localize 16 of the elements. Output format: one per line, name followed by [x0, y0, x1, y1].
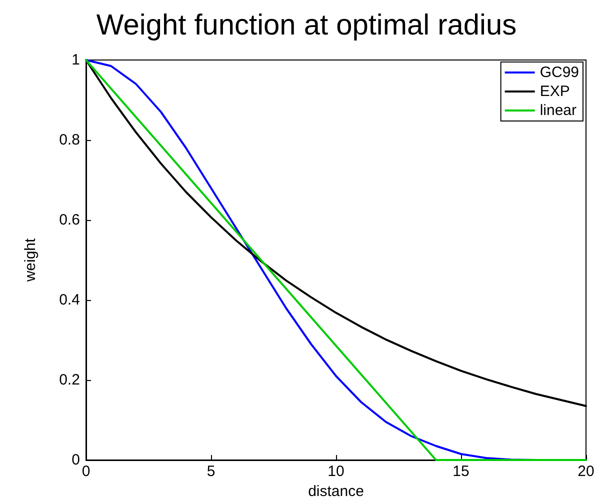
y-tick-label: 0.2: [59, 372, 80, 388]
x-tick-label: 5: [206, 463, 216, 480]
x-axis-title: distance: [308, 482, 364, 500]
y-tick-label: 0: [72, 452, 80, 468]
y-tick-label: 1: [72, 52, 80, 68]
legend-label: GC99: [540, 64, 580, 81]
y-tick-label: 0.6: [59, 212, 80, 228]
chart-title: Weight function at optimal radius: [96, 10, 517, 42]
legend-label: linear: [540, 102, 577, 119]
y-tick-label: 0.8: [59, 132, 80, 148]
x-tick-label: 20: [578, 463, 594, 480]
legend-label: EXP: [540, 83, 570, 100]
y-axis-title: weight: [22, 237, 39, 283]
x-tick-label: 15: [452, 463, 470, 480]
x-tick-label: 10: [328, 463, 344, 480]
y-tick-label: 0.4: [59, 292, 80, 308]
